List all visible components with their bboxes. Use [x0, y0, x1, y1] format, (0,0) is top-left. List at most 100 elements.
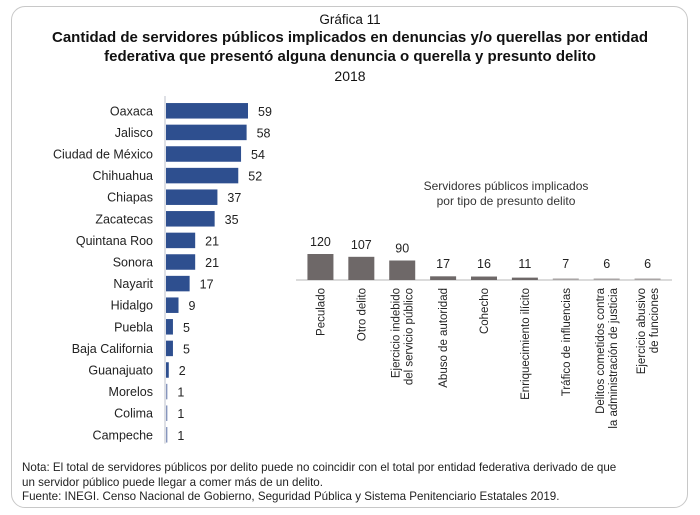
crime-value-label: 17 — [436, 257, 450, 271]
state-value-label: 54 — [251, 148, 265, 162]
state-value-label: 1 — [177, 429, 184, 443]
crime-category-label-line: Tráfico de influencias — [561, 288, 573, 396]
state-bar — [166, 275, 190, 292]
state-value-label: 17 — [200, 278, 214, 292]
state-label: Oaxaca — [110, 104, 153, 118]
crime-category-label: Otro delito — [356, 288, 368, 341]
crime-bar — [471, 276, 497, 280]
crime-value-label: 120 — [310, 235, 331, 249]
state-value-label: 21 — [205, 256, 219, 270]
state-label: Puebla — [114, 320, 153, 334]
state-bar — [166, 189, 218, 205]
crime-category-label: Tráfico de influencias — [561, 288, 573, 396]
chart-year: 2018 — [334, 68, 366, 84]
crime-bar — [634, 278, 661, 280]
state-label: Quintana Roo — [76, 234, 153, 248]
crime-category-label-line: del servicio público — [404, 288, 416, 385]
crime-category-label: Cohecho — [479, 288, 491, 334]
crime-category-label-line: Ejercicio abusivo — [636, 288, 648, 374]
chart-kicker: Gráfica 11 — [319, 12, 381, 27]
crime-value-label: 6 — [644, 257, 651, 271]
chart-frame — [11, 6, 688, 508]
state-bar — [166, 405, 168, 421]
state-value-label: 58 — [257, 126, 271, 140]
crime-category-label-line: de funciones — [649, 288, 661, 353]
state-value-label: 9 — [189, 299, 196, 313]
crime-value-label: 16 — [477, 257, 491, 271]
state-bar — [166, 427, 168, 443]
state-bar — [166, 340, 173, 357]
crime-category-label-line: Delitos cometidos contra — [595, 287, 607, 414]
state-bar — [166, 297, 179, 313]
state-value-label: 1 — [177, 386, 184, 400]
state-value-label: 37 — [227, 191, 241, 205]
state-label: Chiapas — [107, 191, 153, 205]
crime-value-label: 90 — [395, 242, 409, 256]
crime-category-label-line: la administración de justicia — [608, 287, 620, 428]
crime-category-label-line: Otro delito — [356, 288, 368, 341]
state-bar — [166, 103, 248, 119]
crime-bar — [430, 276, 457, 280]
crime-category-label-line: Enriquecimiento ilícito — [520, 288, 532, 400]
state-label: Colima — [114, 407, 153, 421]
state-value-label: 35 — [225, 213, 239, 227]
state-bar — [166, 362, 169, 378]
state-value-label: 5 — [183, 342, 190, 356]
crime-category-label-line: Peculado — [315, 288, 327, 336]
chart-title-line2: federativa que presentó alguna denuncia … — [104, 48, 596, 65]
state-value-label: 2 — [179, 364, 186, 378]
state-label: Baja California — [72, 342, 153, 356]
crime-value-label: 7 — [562, 257, 569, 271]
crime-bar — [511, 277, 538, 280]
crime-bar — [348, 256, 375, 280]
crime-bar — [552, 278, 579, 280]
crime-bar — [307, 254, 334, 280]
crime-value-label: 6 — [603, 257, 610, 271]
crime-category-label: Enriquecimiento ilícito — [520, 288, 532, 400]
state-bar — [166, 319, 173, 335]
crime-category-label: Ejercicio indebido del servicio público — [391, 288, 416, 385]
state-value-label: 1 — [177, 407, 184, 421]
crime-value-label: 11 — [518, 257, 531, 271]
crime-category-label: Delitos cometidos contra la administració… — [595, 287, 620, 428]
state-bar — [166, 124, 247, 141]
crime-category-label: Ejercicio abusivo de funciones — [636, 288, 661, 375]
state-label: Campeche — [93, 428, 153, 442]
state-label: Morelos — [109, 385, 153, 399]
state-label: Guanajuato — [88, 364, 153, 378]
state-label: Ciudad de México — [53, 148, 153, 162]
state-label: Chihuahua — [93, 169, 154, 183]
state-bar — [166, 383, 168, 400]
state-value-label: 59 — [258, 105, 272, 119]
state-bar — [166, 232, 196, 249]
state-value-label: 21 — [205, 234, 219, 248]
crime-category-label: Peculado — [315, 288, 327, 336]
chart-title-line1: Cantidad de servidores públicos implicad… — [52, 29, 648, 46]
crime-bar — [389, 260, 416, 280]
crime-category-label-line: Cohecho — [479, 288, 491, 334]
state-label: Sonora — [113, 256, 153, 270]
crime-category-label-line: Abuso de autoridad — [438, 288, 450, 388]
crime-bar — [593, 278, 620, 280]
crime-category-label: Abuso de autoridad — [438, 288, 450, 388]
state-label: Zacatecas — [95, 212, 153, 226]
state-bar — [166, 167, 239, 184]
state-label: Hidalgo — [111, 299, 153, 313]
footnote: Nota: El total de servidores públicos po… — [22, 461, 682, 505]
state-bar — [166, 211, 215, 227]
note-line2: un servidor público puede llegar a comer… — [22, 475, 323, 489]
crime-category-label-line: Ejercicio indebido — [391, 288, 403, 378]
crime-value-label: 107 — [351, 238, 372, 252]
state-value-label: 5 — [183, 321, 190, 335]
state-bar — [166, 146, 242, 162]
state-label: Jalisco — [115, 126, 153, 140]
state-label: Nayarit — [113, 277, 153, 291]
state-bar — [166, 254, 196, 270]
source-line: Fuente: INEGI. Censo Nacional de Gobiern… — [22, 490, 560, 503]
note-line1: Nota: El total de servidores públicos po… — [22, 461, 617, 474]
chart-title: Cantidad de servidores públicos implicad… — [0, 28, 700, 66]
state-value-label: 52 — [248, 170, 262, 184]
crime-chart-title-line1: Servidores públicos implicados — [424, 179, 589, 193]
